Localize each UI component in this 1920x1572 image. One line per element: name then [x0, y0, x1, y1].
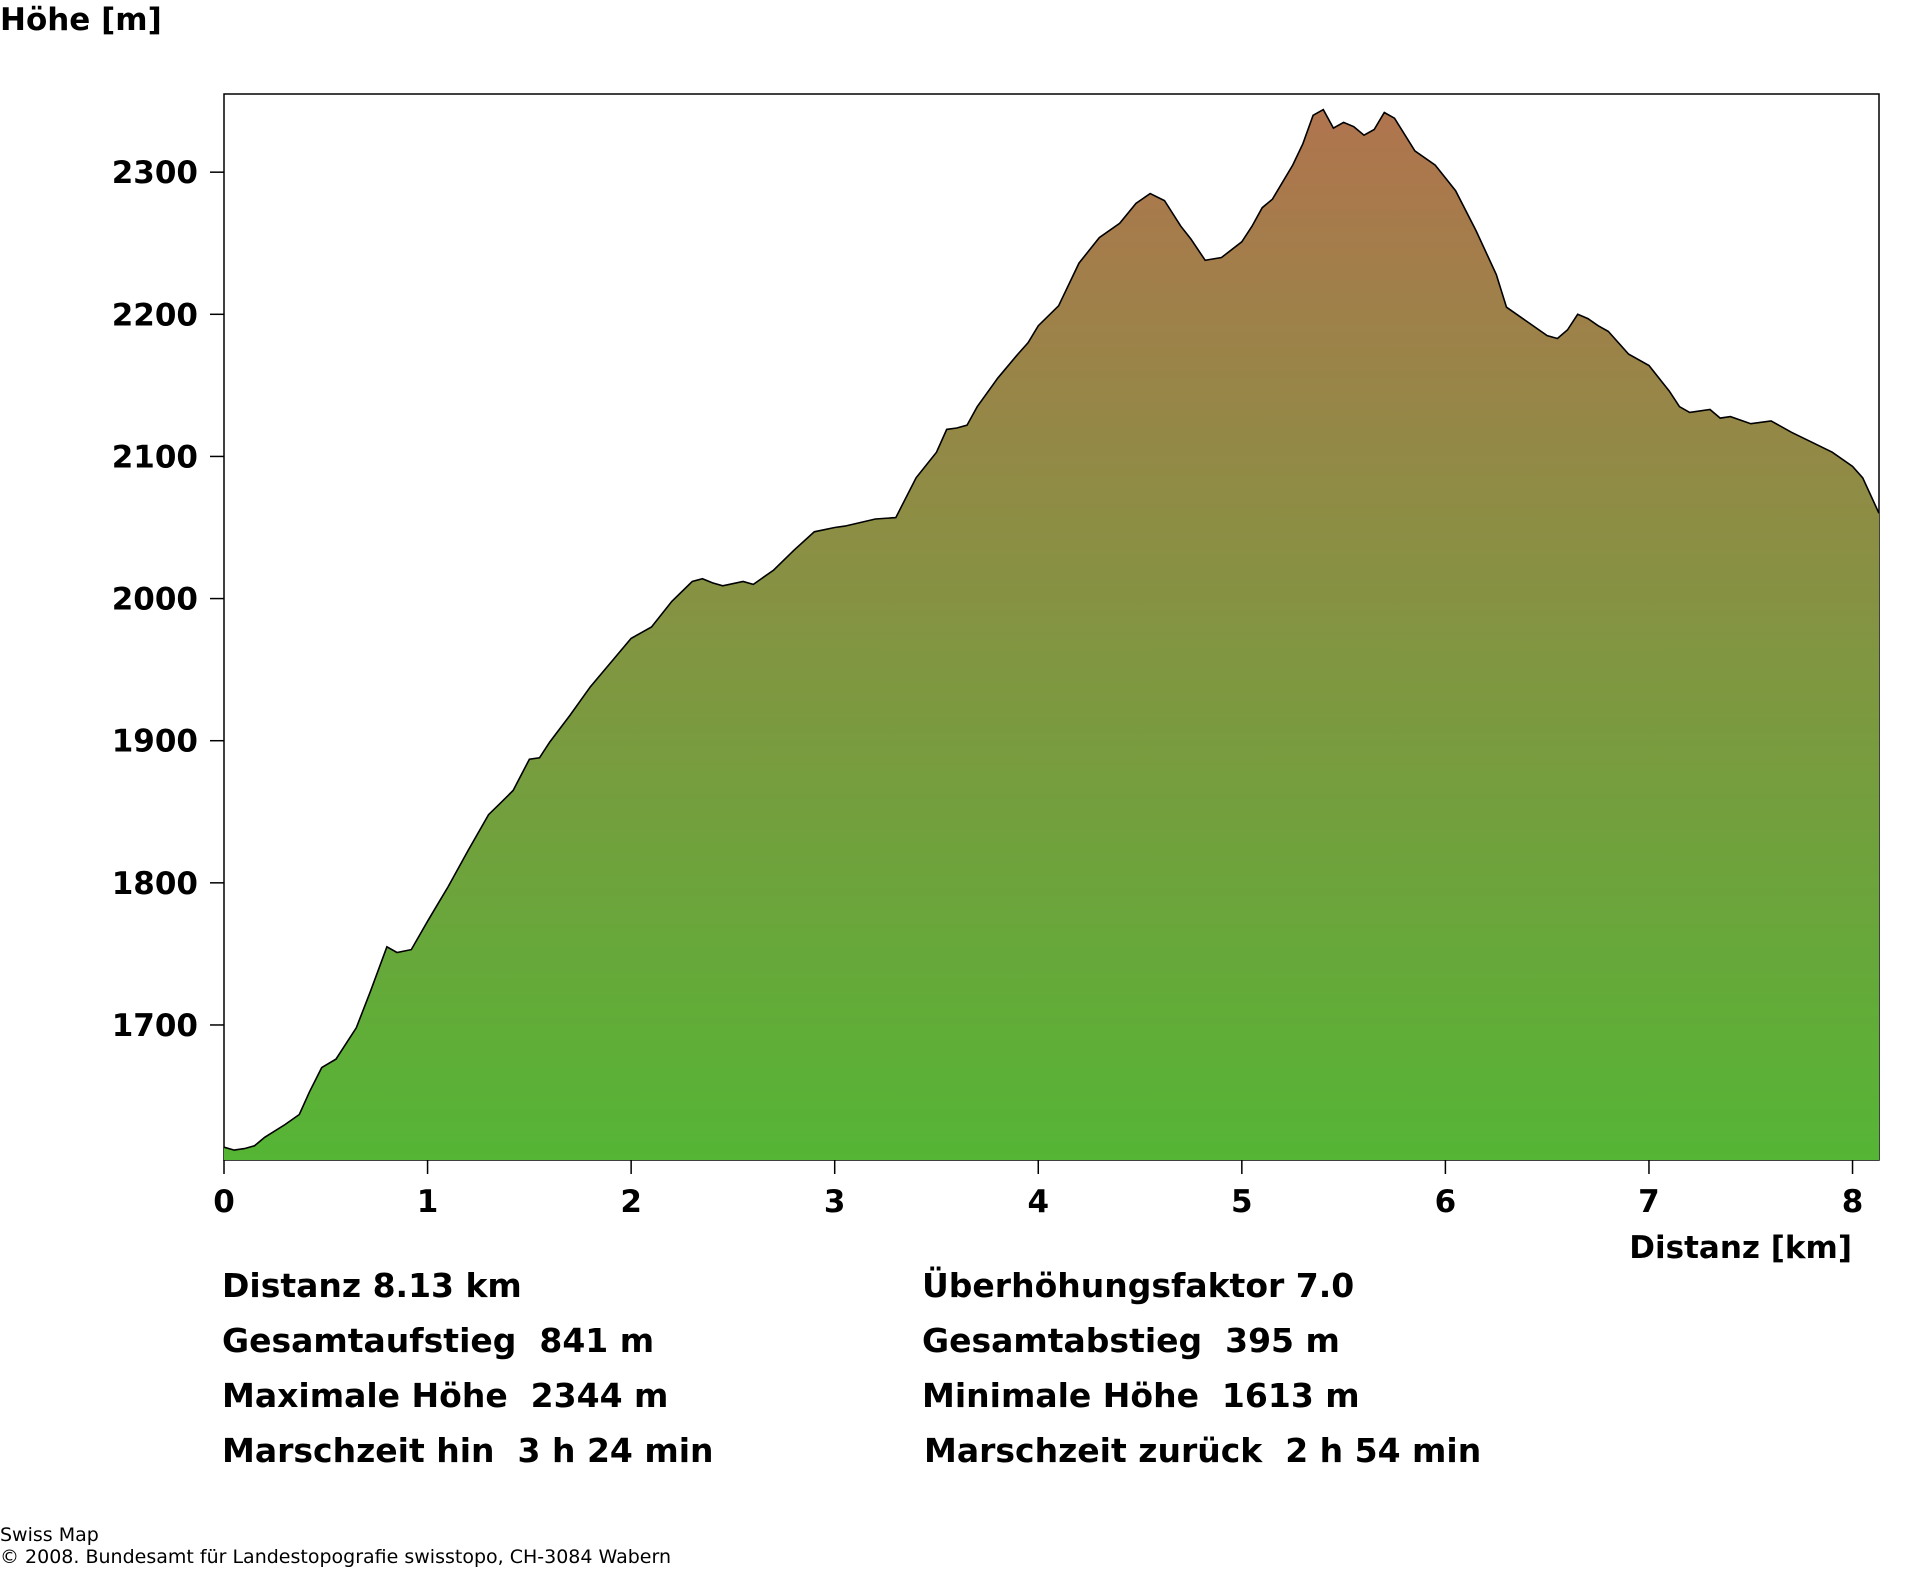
x-tick-label: 5 — [1231, 1184, 1253, 1220]
y-tick-label: 2200 — [112, 297, 198, 333]
elevation-line — [223, 108, 1880, 1151]
y-axis-label: Höhe [m] — [0, 2, 162, 38]
x-tick-label: 6 — [1435, 1184, 1457, 1220]
x-tick-label: 4 — [1027, 1184, 1049, 1220]
y-tick-label: 2000 — [112, 582, 198, 618]
x-tick-label: 8 — [1842, 1184, 1864, 1220]
x-axis-label: Distanz [km] — [1629, 1230, 1852, 1266]
stat-max-hoehe: Maximale Höhe 2344 m — [222, 1376, 669, 1415]
y-tick-label: 2100 — [112, 439, 198, 475]
x-tick-label: 7 — [1638, 1184, 1660, 1220]
stat-marschzeit-hin: Marschzeit hin 3 h 24 min — [222, 1431, 714, 1470]
stat-distanz: Distanz 8.13 km — [222, 1266, 522, 1305]
stat-abstieg: Gesamtabstieg 395 m — [922, 1321, 1340, 1360]
stat-ueberhoehung: Überhöhungsfaktor 7.0 — [922, 1266, 1355, 1305]
y-tick-label: 1800 — [112, 866, 198, 902]
y-tick-label: 1900 — [112, 724, 198, 760]
credit-copyright: © 2008. Bundesamt für Landestopografie s… — [0, 1546, 671, 1568]
stat-min-hoehe: Minimale Höhe 1613 m — [922, 1376, 1360, 1415]
y-axis: 1700 1800 1900 2000 2100 2200 2300 — [112, 155, 224, 1044]
stat-aufstieg: Gesamtaufstieg 841 m — [222, 1321, 655, 1360]
x-tick-label: 1 — [417, 1184, 439, 1220]
credit-swiss-map: Swiss Map — [0, 1524, 99, 1546]
x-tick-label: 0 — [213, 1184, 235, 1220]
x-tick-label: 3 — [824, 1184, 846, 1220]
x-tick-label: 2 — [620, 1184, 642, 1220]
y-tick-label: 1700 — [112, 1008, 198, 1044]
y-tick-label: 2300 — [112, 155, 198, 191]
x-axis: 0 1 2 3 4 5 6 7 8 — [213, 1160, 1863, 1220]
elevation-area — [224, 109, 1879, 1161]
stat-marschzeit-zurueck: Marschzeit zurück 2 h 54 min — [924, 1431, 1482, 1470]
